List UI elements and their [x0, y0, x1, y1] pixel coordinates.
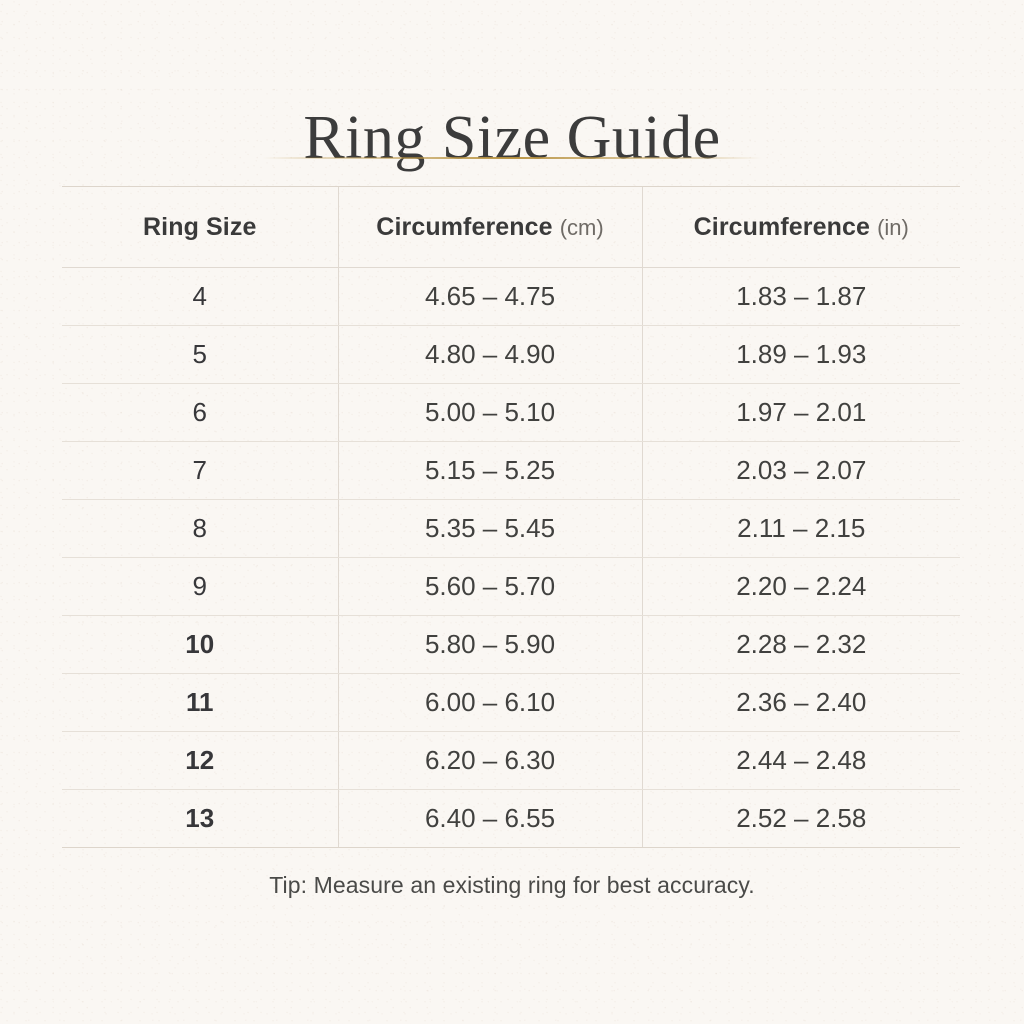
title-divider [262, 157, 762, 159]
cell-size: 7 [62, 441, 338, 500]
cell-size: 6 [62, 383, 338, 442]
table-row: 11 6.00 – 6.10 2.36 – 2.40 [62, 673, 960, 732]
table-body: 4 4.65 – 4.75 1.83 – 1.87 5 4.80 – 4.90 1.89 … [62, 267, 960, 848]
ring-size-table: Ring Size Circumference (cm) Circumferen… [62, 186, 960, 848]
cell-cm: 4.80 – 4.90 [337, 325, 642, 384]
cell-cm: 5.60 – 5.70 [337, 557, 642, 616]
cell-cm: 4.65 – 4.75 [337, 267, 642, 326]
size-table-container: Ring Size Circumference (cm) Circumferen… [62, 186, 960, 848]
cell-in: 2.03 – 2.07 [641, 441, 960, 500]
table-row: 10 5.80 – 5.90 2.28 – 2.32 [62, 615, 960, 674]
cell-in: 1.89 – 1.93 [641, 325, 960, 384]
cell-cm: 6.20 – 6.30 [337, 731, 642, 790]
page-title: Ring Size Guide [303, 103, 721, 172]
column-header-ring-size: Ring Size [62, 186, 338, 268]
cell-cm: 5.80 – 5.90 [337, 615, 642, 674]
cell-cm: 5.00 – 5.10 [337, 383, 642, 442]
column-header-ring-size-label: Ring Size [143, 212, 257, 241]
table-row: 4 4.65 – 4.75 1.83 – 1.87 [62, 267, 960, 326]
table-row: 6 5.00 – 5.10 1.97 – 2.01 [62, 383, 960, 442]
table-header: Ring Size Circumference (cm) Circumferen… [62, 186, 960, 268]
cell-in: 2.28 – 2.32 [641, 615, 960, 674]
cell-cm: 5.15 – 5.25 [337, 441, 642, 500]
cell-size: 12 [62, 731, 338, 790]
table-row: 8 5.35 – 5.45 2.11 – 2.15 [62, 499, 960, 558]
cell-cm: 5.35 – 5.45 [337, 499, 642, 558]
column-header-circumference-in-label: Circumference [693, 212, 871, 241]
column-header-circumference-cm-label: Circumference [376, 212, 553, 241]
column-header-circumference-in: Circumference (in) [641, 186, 960, 268]
cell-size: 5 [62, 325, 338, 384]
tip-text: Tip: Measure an existing ring for best a… [269, 872, 755, 898]
cell-size: 9 [62, 557, 338, 616]
table-row: 13 6.40 – 6.55 2.52 – 2.58 [62, 789, 960, 848]
cell-in: 1.83 – 1.87 [641, 267, 960, 326]
cell-size: 10 [62, 615, 338, 674]
table-row: 9 5.60 – 5.70 2.20 – 2.24 [62, 557, 960, 616]
cell-size: 8 [62, 499, 338, 558]
cell-in: 2.11 – 2.15 [641, 499, 960, 558]
cell-in: 2.44 – 2.48 [641, 731, 960, 790]
column-header-circumference-in-unit: (in) [877, 214, 909, 240]
cell-size: 13 [62, 789, 338, 848]
cell-size: 4 [62, 267, 338, 326]
table-row: 5 4.80 – 4.90 1.89 – 1.93 [62, 325, 960, 384]
cell-cm: 6.00 – 6.10 [337, 673, 642, 732]
cell-size: 11 [62, 673, 338, 732]
cell-in: 2.36 – 2.40 [641, 673, 960, 732]
cell-in: 2.20 – 2.24 [641, 557, 960, 616]
table-row: 7 5.15 – 5.25 2.03 – 2.07 [62, 441, 960, 500]
table-row: 12 6.20 – 6.30 2.44 – 2.48 [62, 731, 960, 790]
column-header-circumference-cm: Circumference (cm) [337, 186, 642, 268]
header-row: Ring Size Circumference (cm) Circumferen… [62, 186, 960, 268]
column-header-circumference-cm-unit: (cm) [559, 214, 604, 240]
cell-cm: 6.40 – 6.55 [337, 789, 642, 848]
cell-in: 1.97 – 2.01 [641, 383, 960, 442]
cell-in: 2.52 – 2.58 [641, 789, 960, 848]
